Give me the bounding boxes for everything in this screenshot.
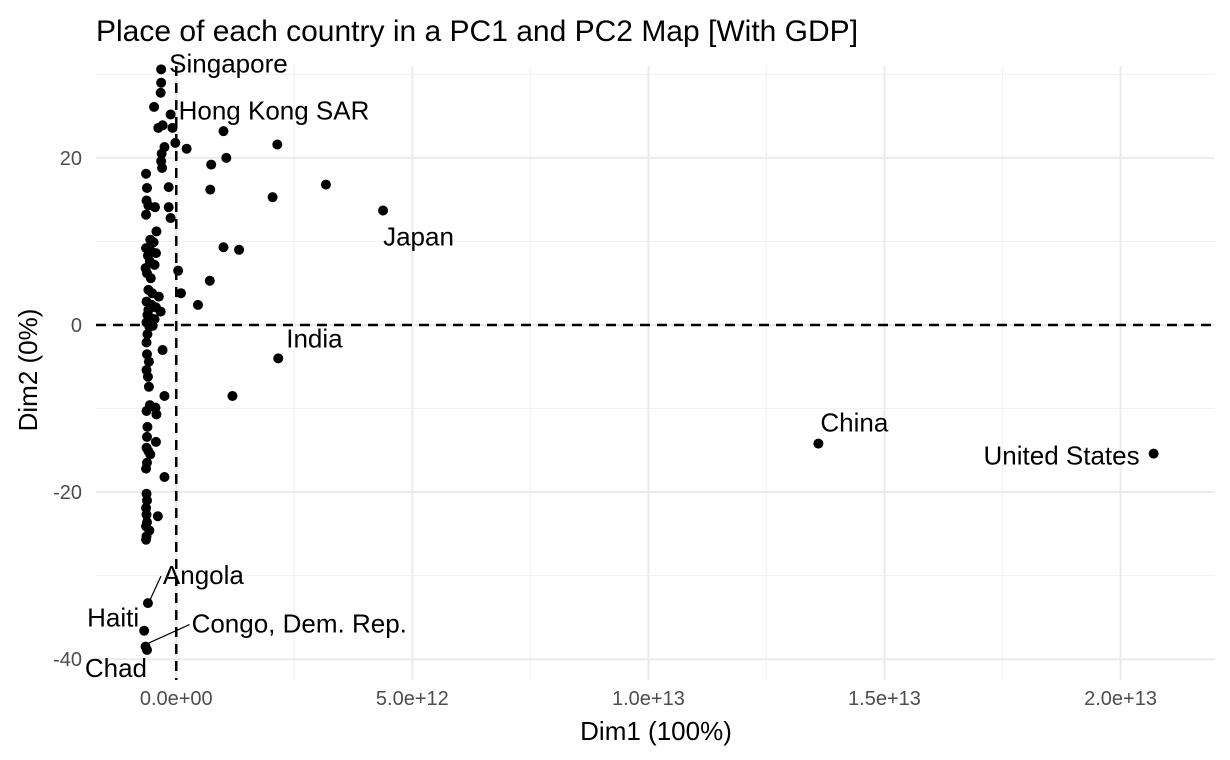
data-point bbox=[150, 436, 161, 447]
point-label: Japan bbox=[383, 222, 454, 252]
data-point bbox=[141, 168, 152, 179]
data-point bbox=[234, 244, 245, 255]
data-point bbox=[159, 390, 170, 401]
data-points bbox=[139, 64, 1159, 655]
chart-title: Place of each country in a PC1 and PC2 M… bbox=[96, 15, 858, 48]
data-point bbox=[155, 87, 166, 98]
data-point bbox=[149, 259, 160, 270]
point-labels: Singapore Hong Kong SAR Japan India China Uni… bbox=[85, 48, 1140, 683]
x-tick-label: 2.0e+13 bbox=[1084, 688, 1157, 710]
data-point bbox=[141, 209, 152, 220]
data-point-labeled bbox=[139, 625, 150, 636]
data-point bbox=[205, 184, 216, 195]
data-point bbox=[159, 472, 170, 483]
x-tick-label: 5.0e+12 bbox=[376, 688, 449, 710]
data-point bbox=[148, 237, 159, 248]
data-point-labeled bbox=[813, 438, 824, 449]
data-point bbox=[142, 371, 153, 382]
data-point bbox=[141, 495, 152, 506]
data-point bbox=[267, 192, 278, 203]
point-label: Angola bbox=[163, 560, 244, 590]
x-axis-title: Dim1 (100%) bbox=[580, 716, 732, 746]
data-point-labeled bbox=[142, 598, 153, 609]
data-point bbox=[141, 509, 152, 520]
data-point bbox=[157, 162, 168, 173]
data-point-labeled bbox=[165, 109, 176, 120]
data-point bbox=[143, 356, 154, 367]
point-label: Singapore bbox=[169, 48, 288, 78]
data-point bbox=[156, 77, 167, 88]
data-point bbox=[218, 126, 229, 137]
data-point bbox=[272, 139, 283, 150]
data-point bbox=[320, 179, 331, 190]
data-point bbox=[173, 265, 184, 276]
data-point bbox=[165, 213, 176, 224]
data-point bbox=[142, 421, 153, 432]
data-point bbox=[167, 122, 178, 133]
data-point-labeled bbox=[273, 353, 284, 364]
grid bbox=[96, 66, 1215, 680]
point-label: Chad bbox=[85, 653, 147, 683]
data-point-labeled bbox=[1148, 448, 1159, 459]
data-point bbox=[142, 329, 153, 340]
point-label: China bbox=[820, 408, 888, 438]
data-point bbox=[151, 226, 162, 237]
data-point bbox=[181, 143, 192, 154]
data-point bbox=[206, 159, 217, 170]
data-point bbox=[151, 409, 162, 420]
data-point bbox=[145, 273, 156, 284]
data-point bbox=[227, 390, 238, 401]
data-point bbox=[157, 345, 168, 356]
reference-lines bbox=[96, 66, 1215, 680]
point-label: Congo, Dem. Rep. bbox=[192, 609, 407, 639]
data-point-labeled bbox=[156, 64, 167, 75]
label-leader-line bbox=[149, 575, 162, 601]
data-point bbox=[147, 320, 158, 331]
data-point bbox=[145, 449, 156, 460]
y-tick-label: -40 bbox=[53, 649, 82, 671]
data-point bbox=[155, 306, 166, 317]
data-point bbox=[156, 148, 167, 159]
data-point bbox=[150, 248, 161, 259]
x-tick-label: 0.0e+00 bbox=[140, 688, 213, 710]
data-point bbox=[204, 275, 215, 286]
data-point bbox=[141, 406, 152, 417]
data-point bbox=[175, 288, 186, 299]
data-point bbox=[152, 511, 163, 522]
data-point bbox=[192, 299, 203, 310]
data-point bbox=[150, 202, 161, 213]
data-point bbox=[163, 182, 174, 193]
point-label: United States bbox=[984, 441, 1140, 471]
point-label: Haiti bbox=[87, 603, 139, 633]
data-point bbox=[141, 431, 152, 442]
y-tick-label: 20 bbox=[60, 148, 82, 170]
y-axis-title: Dim2 (0%) bbox=[13, 309, 43, 432]
data-point bbox=[218, 242, 229, 253]
data-point-labeled bbox=[378, 205, 389, 216]
label-leader-line bbox=[147, 624, 190, 645]
data-point bbox=[163, 202, 174, 213]
y-tick-label: -20 bbox=[53, 482, 82, 504]
y-tick-label: 0 bbox=[71, 315, 82, 337]
point-label: India bbox=[286, 323, 343, 353]
data-point bbox=[141, 182, 152, 193]
data-point bbox=[141, 349, 152, 360]
data-point bbox=[157, 120, 168, 131]
tick-labels: 0.0e+00 5.0e+12 1.0e+13 1.5e+13 2.0e+13 20 0 -2… bbox=[53, 148, 1157, 710]
data-point bbox=[141, 463, 152, 474]
data-point bbox=[143, 381, 154, 392]
data-point bbox=[153, 291, 164, 302]
data-point-labeled bbox=[141, 644, 152, 655]
data-point bbox=[149, 101, 160, 112]
data-point bbox=[141, 534, 152, 545]
x-tick-label: 1.5e+13 bbox=[848, 688, 921, 710]
data-point bbox=[170, 137, 181, 148]
x-tick-label: 1.0e+13 bbox=[612, 688, 685, 710]
point-label: Hong Kong SAR bbox=[179, 95, 370, 125]
data-point bbox=[221, 152, 232, 163]
data-point bbox=[141, 337, 152, 348]
